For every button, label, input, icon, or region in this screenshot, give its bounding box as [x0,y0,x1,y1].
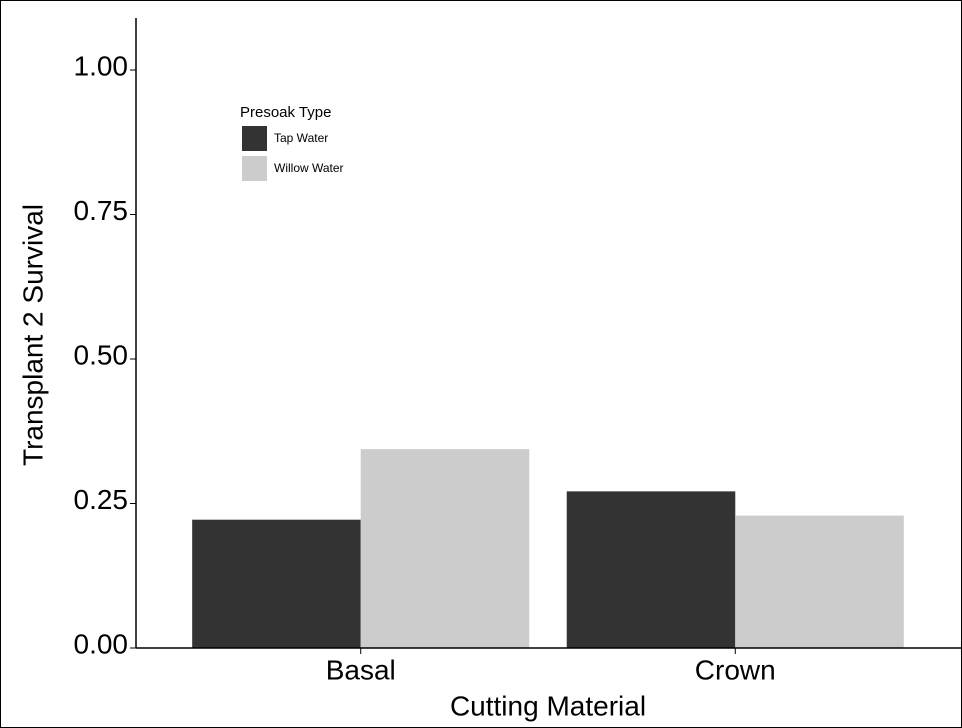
y-tick-label: 0.75 [74,195,129,226]
legend-key [242,126,267,151]
bar [735,515,904,648]
bar [360,449,530,648]
y-tick-label: 0.25 [74,484,129,515]
x-tick-label: Basal [326,654,396,685]
x-tick-label: Crown [695,654,776,685]
y-tick-label: 0.00 [74,628,129,659]
y-tick-label: 1.00 [74,50,129,81]
y-axis-title: Transplant 2 Survival [17,204,48,466]
legend-label: Tap Water [274,131,328,145]
x-axis-title: Cutting Material [450,690,646,721]
legend-label: Willow Water [274,161,344,175]
y-tick-label: 0.50 [74,339,129,370]
legend-title: Presoak Type [240,104,331,121]
bar [192,519,361,648]
legend-key [242,156,267,181]
bar [566,491,736,648]
